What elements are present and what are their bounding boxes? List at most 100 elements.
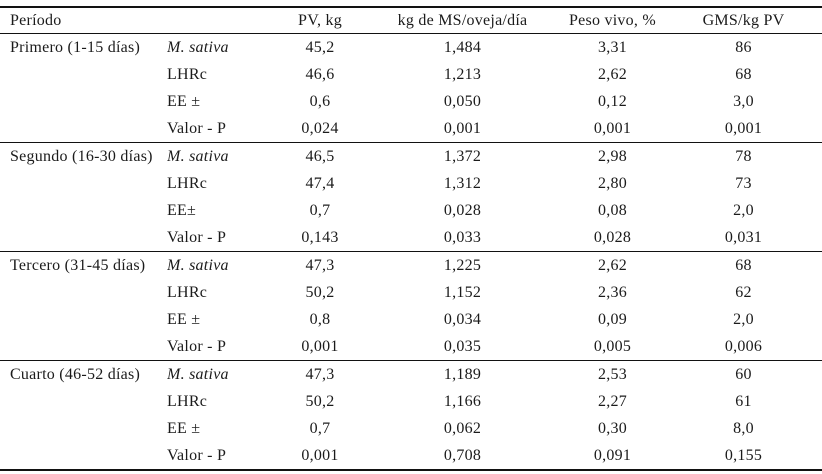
column-header-peso: Peso vivo, % — [569, 12, 656, 29]
results-table: Período PV, kg kg de MS/oveja/día Peso v… — [0, 6, 822, 471]
table-row: LHRc 46,6 1,213 2,62 68 — [0, 61, 822, 88]
cell-gms: 86 — [735, 39, 752, 56]
cell-ms: 0,035 — [443, 338, 482, 355]
treatment-label: EE± — [167, 202, 197, 219]
cell-gms: 73 — [735, 175, 752, 192]
cell-peso: 2,80 — [598, 175, 627, 192]
cell-ms: 0,028 — [443, 202, 482, 219]
cell-pv: 0,7 — [309, 202, 331, 219]
treatment-label: EE ± — [167, 420, 201, 437]
cell-pv: 0,001 — [301, 447, 339, 464]
table-row: EE ± 0,6 0,050 0,12 3,0 — [0, 88, 822, 115]
period-label: Primero (1-15 días) — [10, 39, 141, 56]
cell-ms: 1,312 — [443, 175, 482, 192]
cell-pv: 46,6 — [305, 66, 335, 83]
cell-peso: 0,091 — [593, 447, 632, 464]
cell-peso: 2,98 — [598, 148, 627, 165]
cell-ms: 0,033 — [443, 229, 482, 246]
treatment-label: M. sativa — [167, 257, 229, 274]
treatment-label: M. sativa — [167, 366, 229, 383]
cell-peso: 3,31 — [598, 39, 627, 56]
period-label: Tercero (31-45 días) — [10, 257, 146, 274]
cell-pv: 0,6 — [309, 93, 331, 110]
cell-peso: 0,005 — [593, 338, 632, 355]
table-row: LHRc 47,4 1,312 2,80 73 — [0, 170, 822, 197]
cell-ms: 1,166 — [443, 393, 482, 410]
table-row: Primero (1-15 días) M. sativa 45,2 1,484… — [0, 34, 822, 62]
table-row: Cuarto (46-52 días) M. sativa 47,3 1,189… — [0, 361, 822, 389]
treatment-label: Valor - P — [167, 447, 227, 464]
treatment-label: M. sativa — [167, 148, 229, 165]
table-row: Valor - P 0,024 0,001 0,001 0,001 — [0, 115, 822, 143]
cell-gms: 0,155 — [724, 447, 763, 464]
cell-ms: 0,708 — [443, 447, 482, 464]
cell-gms: 3,0 — [733, 93, 754, 110]
treatment-label: LHRc — [167, 66, 208, 83]
cell-gms: 0,001 — [724, 120, 763, 137]
cell-ms: 1,225 — [443, 257, 482, 274]
cell-ms: 1,189 — [443, 366, 482, 383]
table-row: EE ± 0,7 0,062 0,30 8,0 — [0, 415, 822, 442]
cell-peso: 0,30 — [598, 420, 627, 437]
period-label: Cuarto (46-52 días) — [10, 366, 141, 383]
cell-gms: 60 — [735, 366, 752, 383]
cell-ms: 1,372 — [443, 148, 482, 165]
table-row: Tercero (31-45 días) M. sativa 47,3 1,22… — [0, 252, 822, 280]
period-label: Segundo (16-30 días) — [10, 148, 153, 165]
cell-peso: 2,53 — [598, 366, 627, 383]
table-row: Valor - P 0,143 0,033 0,028 0,031 — [0, 224, 822, 252]
cell-peso: 0,001 — [593, 120, 632, 137]
cell-ms: 0,001 — [443, 120, 482, 137]
cell-peso: 0,12 — [598, 93, 627, 110]
table-row: Valor - P 0,001 0,035 0,005 0,006 — [0, 333, 822, 361]
cell-peso: 2,27 — [598, 393, 627, 410]
cell-ms: 0,034 — [443, 311, 482, 328]
cell-pv: 47,3 — [305, 366, 335, 383]
column-header-treatment — [167, 7, 275, 34]
treatment-label: M. sativa — [167, 39, 229, 56]
column-header-periodo: Período — [10, 12, 62, 29]
cell-pv: 47,3 — [305, 257, 335, 274]
cell-pv: 0,8 — [309, 311, 331, 328]
cell-gms: 0,031 — [724, 229, 763, 246]
table-row: EE ± 0,8 0,034 0,09 2,0 — [0, 306, 822, 333]
treatment-label: Valor - P — [167, 338, 227, 355]
cell-pv: 45,2 — [305, 39, 335, 56]
cell-ms: 1,213 — [443, 66, 482, 83]
treatment-label: Valor - P — [167, 120, 227, 137]
cell-ms: 1,152 — [443, 284, 482, 301]
cell-pv: 0,7 — [309, 420, 331, 437]
column-header-pv: PV, kg — [298, 12, 342, 29]
cell-gms: 0,006 — [724, 338, 763, 355]
table-row: LHRc 50,2 1,166 2,27 61 — [0, 388, 822, 415]
cell-pv: 46,5 — [305, 148, 335, 165]
period-group-tercero: Tercero (31-45 días) M. sativa 47,3 1,22… — [0, 252, 822, 361]
cell-pv: 50,2 — [305, 284, 335, 301]
cell-gms: 2,0 — [733, 311, 754, 328]
cell-pv: 0,001 — [301, 338, 339, 355]
cell-gms: 68 — [735, 66, 752, 83]
cell-pv: 50,2 — [305, 393, 335, 410]
period-group-cuarto: Cuarto (46-52 días) M. sativa 47,3 1,189… — [0, 361, 822, 470]
cell-peso: 2,62 — [598, 257, 627, 274]
treatment-label: EE ± — [167, 311, 201, 328]
header-row: Período PV, kg kg de MS/oveja/día Peso v… — [0, 7, 822, 34]
cell-gms: 78 — [735, 148, 752, 165]
cell-peso: 2,36 — [598, 284, 627, 301]
cell-gms: 62 — [735, 284, 752, 301]
treatment-label: LHRc — [167, 175, 208, 192]
table-row: Segundo (16-30 días) M. sativa 46,5 1,37… — [0, 143, 822, 171]
table-row: Valor - P 0,001 0,708 0,091 0,155 — [0, 442, 822, 470]
cell-ms: 1,484 — [443, 39, 482, 56]
cell-gms: 61 — [735, 393, 752, 410]
cell-pv: 0,143 — [301, 229, 339, 246]
treatment-label: Valor - P — [167, 229, 227, 246]
cell-gms: 68 — [735, 257, 752, 274]
cell-gms: 8,0 — [733, 420, 754, 437]
table-row: LHRc 50,2 1,152 2,36 62 — [0, 279, 822, 306]
cell-ms: 0,050 — [443, 93, 482, 110]
treatment-label: LHRc — [167, 393, 208, 410]
table-row: EE± 0,7 0,028 0,08 2,0 — [0, 197, 822, 224]
cell-gms: 2,0 — [733, 202, 754, 219]
